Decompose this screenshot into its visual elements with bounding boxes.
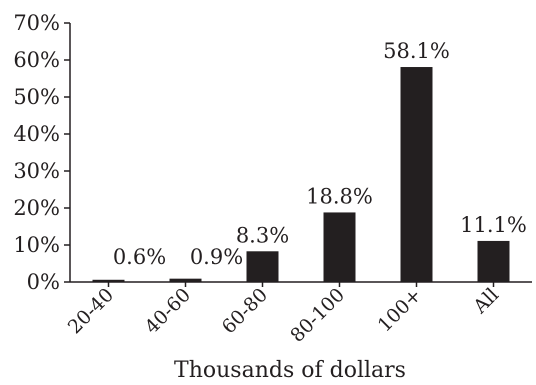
data-label: 11.1% — [460, 213, 527, 237]
x-tick-label: 60-80 — [218, 284, 272, 338]
data-labels: 0.6% 0.9%8.3% 18.8% 58.1% 11.1% — [113, 39, 527, 269]
y-tick-label: 40% — [13, 122, 60, 146]
data-label: 0.6% — [113, 245, 166, 269]
x-tick-label: 40-60 — [141, 284, 195, 338]
x-axis: 20-40 40-60 60-80 80-100 100+ All — [64, 281, 532, 347]
x-tick-label: 80-100 — [286, 284, 349, 347]
data-label: 58.1% — [383, 39, 450, 63]
y-tick-label: 60% — [13, 48, 60, 72]
bar — [323, 212, 356, 282]
bar — [92, 279, 125, 282]
x-tick-label: 20-40 — [64, 284, 118, 338]
y-tick-label: 50% — [13, 85, 60, 109]
y-tick-label: 10% — [13, 233, 60, 257]
bars — [92, 67, 510, 282]
bar — [246, 251, 279, 282]
y-axis: 0% 10% 20% 30% 40% 50% 60% 70% — [13, 11, 71, 294]
x-axis-title: Thousands of dollars — [174, 358, 406, 383]
y-tick-label: 0% — [27, 270, 60, 294]
data-label: 8.3% — [236, 223, 289, 247]
y-tick-label: 30% — [13, 159, 60, 183]
y-tick-label: 20% — [13, 196, 60, 220]
data-label: 18.8% — [306, 184, 373, 208]
bar — [169, 278, 202, 282]
data-label: 0.9% — [190, 245, 243, 269]
x-tick-label: 100+ — [374, 284, 426, 336]
x-tick-label: All — [468, 284, 503, 319]
bar — [477, 240, 510, 282]
y-tick-label: 70% — [13, 11, 60, 35]
bar — [400, 67, 433, 282]
